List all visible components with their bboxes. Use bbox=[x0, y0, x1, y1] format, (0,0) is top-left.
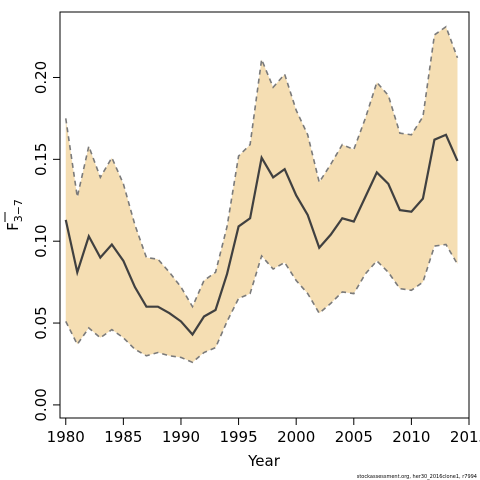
x-tick-label: 2015 bbox=[450, 428, 480, 446]
y-tick-label: 0.15 bbox=[32, 143, 50, 176]
y-tick-label: 0.00 bbox=[32, 388, 50, 421]
x-axis-title: Year bbox=[247, 452, 281, 470]
x-tick-label: 1990 bbox=[162, 428, 200, 446]
plot-frame bbox=[59, 11, 470, 419]
x-tick-label: 2010 bbox=[392, 428, 430, 446]
confidence-band bbox=[65, 26, 458, 363]
y-axis-title-main: F bbox=[4, 222, 22, 231]
footer-stamp: stockassessment.org, her30_2016clone1, r… bbox=[357, 474, 477, 480]
x-tick-label: 1980 bbox=[47, 428, 85, 446]
y-tick-label: 0.20 bbox=[32, 61, 50, 94]
y-axis-title: F3−7 bbox=[4, 199, 25, 231]
y-axis-title-sub: 3−7 bbox=[12, 199, 25, 222]
x-tick-label: 2005 bbox=[335, 428, 373, 446]
svg-text:F3−7: F3−7 bbox=[4, 199, 25, 231]
y-tick-label: 0.05 bbox=[32, 306, 50, 339]
x-tick-label: 1995 bbox=[219, 428, 257, 446]
y-axis: 0.00 0.05 0.10 0.15 0.20 bbox=[32, 61, 60, 422]
x-tick-label: 2000 bbox=[277, 428, 315, 446]
upper-bound-line bbox=[64, 25, 459, 309]
x-axis: 1980 1985 1990 1995 2000 2005 2010 2015 bbox=[47, 418, 480, 446]
estimate-line bbox=[64, 133, 459, 337]
x-tick-label: 1985 bbox=[104, 428, 142, 446]
y-tick-label: 0.10 bbox=[32, 224, 50, 257]
lower-bound-line bbox=[65, 243, 459, 364]
